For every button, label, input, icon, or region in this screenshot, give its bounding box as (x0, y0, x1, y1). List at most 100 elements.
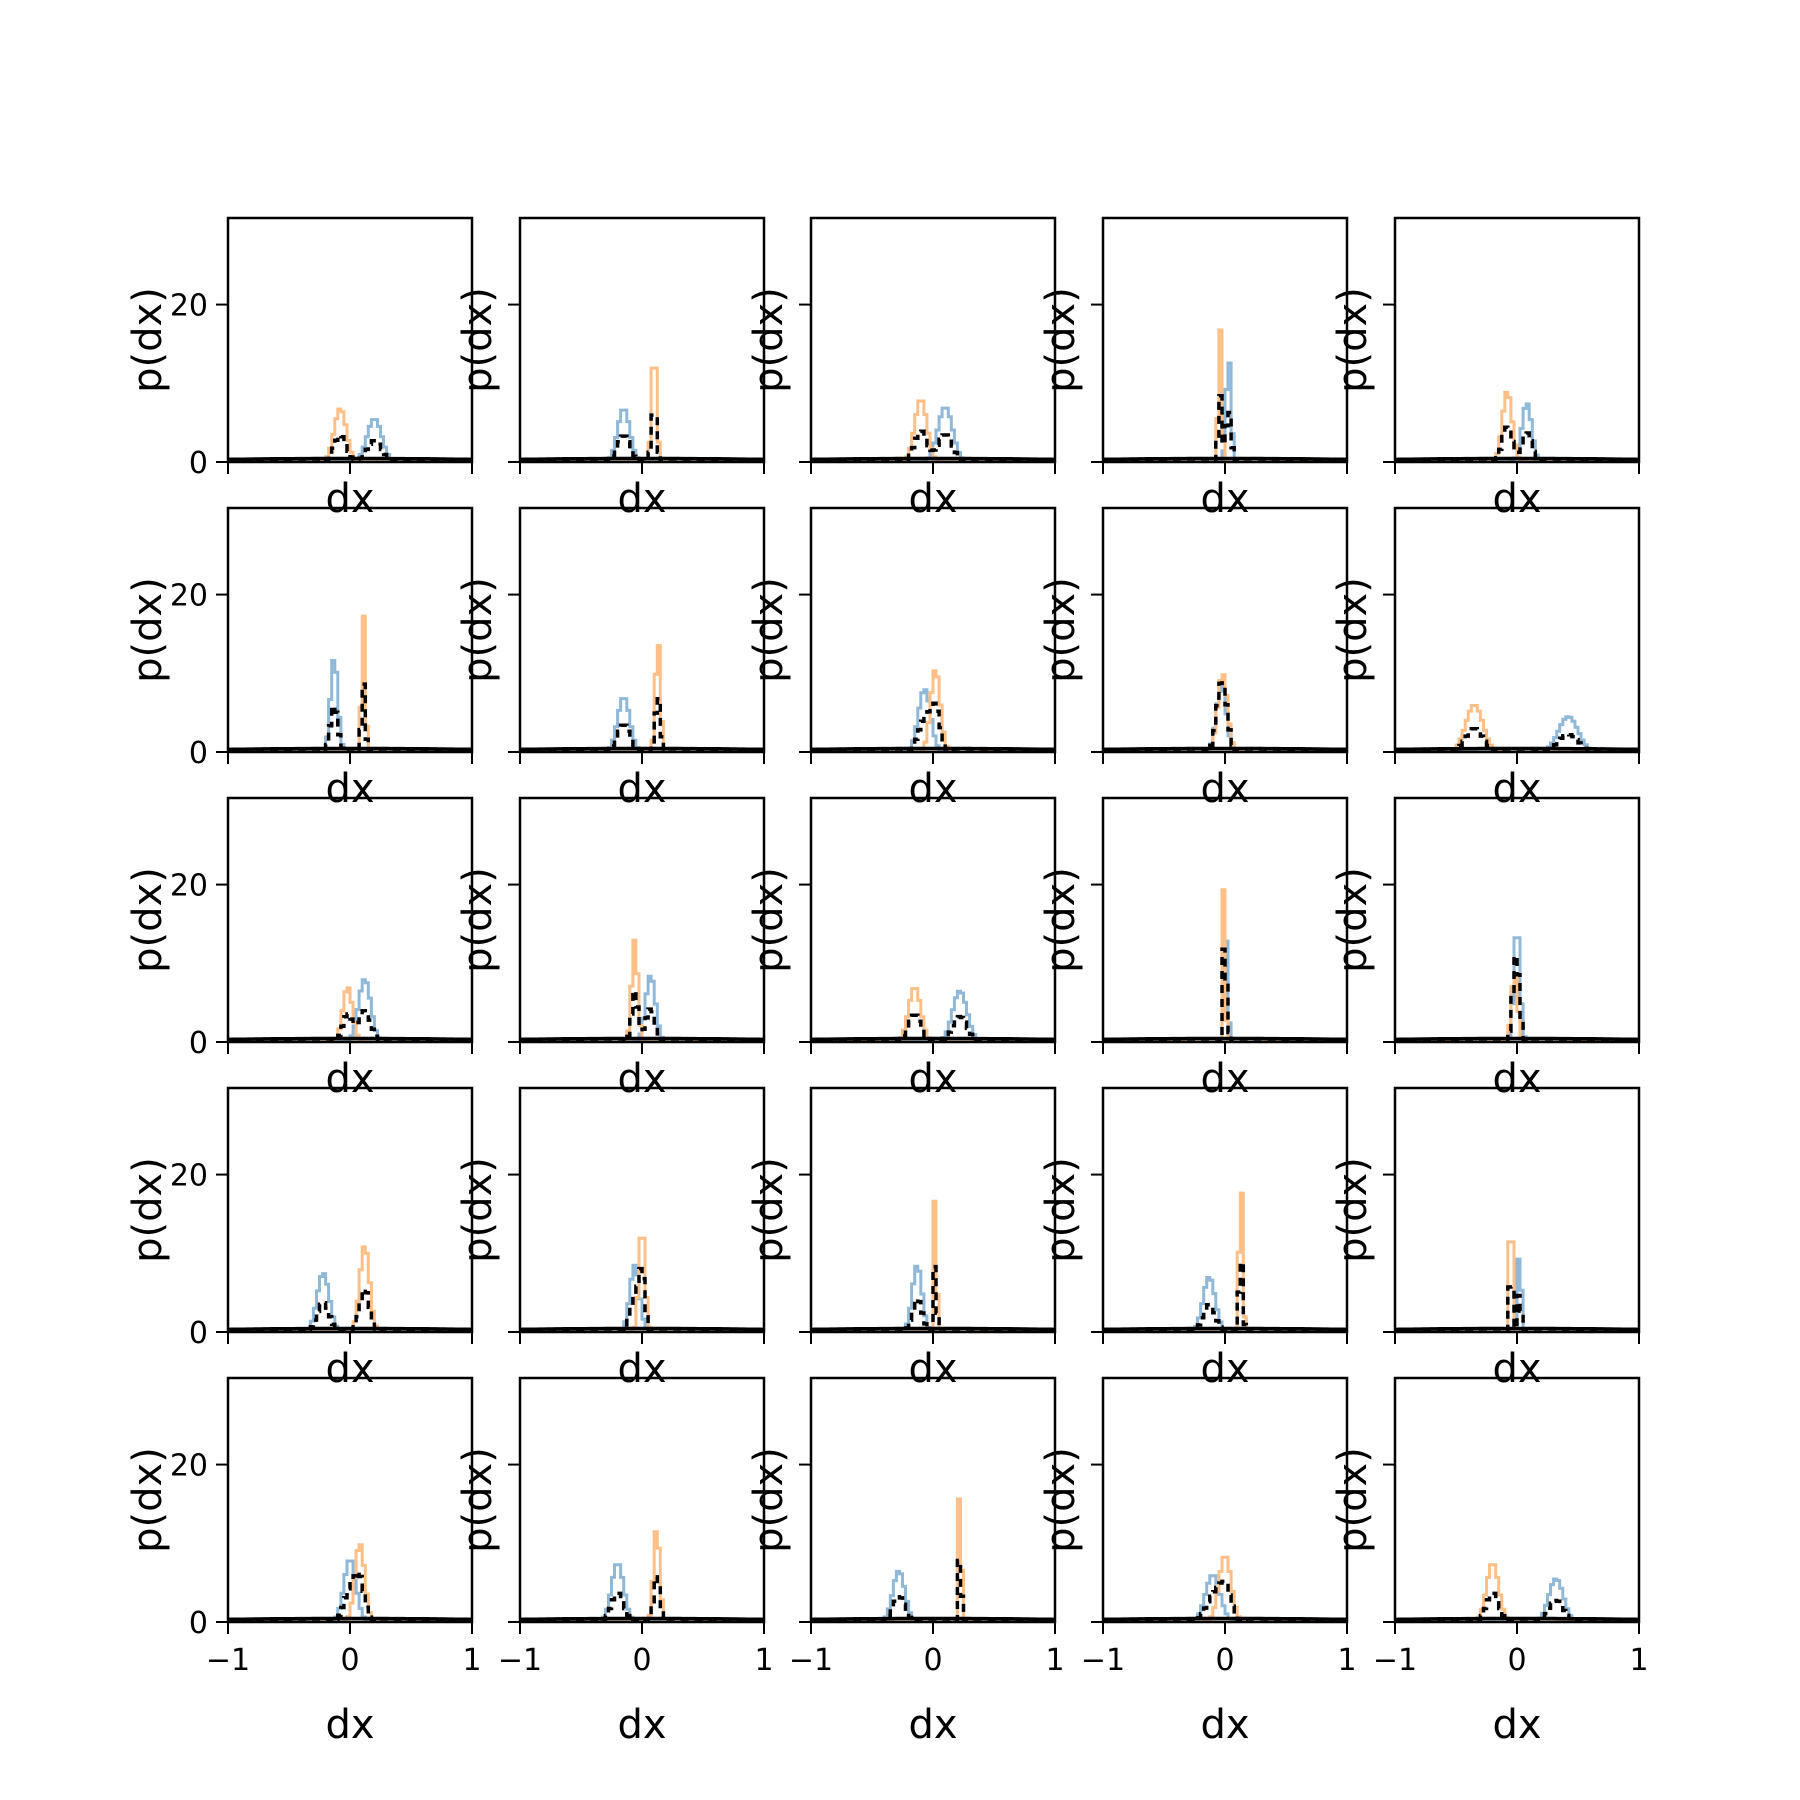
series-orange-histogram (1103, 1191, 1347, 1332)
y-tick-label: 0 (189, 446, 208, 481)
x-axis-label: dx (617, 1056, 666, 1102)
x-axis-label: dx (1492, 766, 1541, 812)
plot-area (1395, 390, 1639, 462)
prior-curve (811, 456, 1055, 462)
subplot-5-4: −1 0 1 dx p(dx) (1038, 1376, 1357, 1748)
x-tick-label: 1 (1337, 1643, 1356, 1678)
prior-curve (520, 1616, 764, 1622)
subplot-2-1: 0 20 dx p(dx) (125, 506, 474, 812)
axes-frame (518, 1376, 766, 1624)
y-tick-label: 20 (170, 579, 208, 614)
subplot-4-3: dx p(dx) (746, 1086, 1057, 1392)
series-blue-histogram (811, 989, 1055, 1042)
series-orange-histogram (1103, 888, 1347, 1042)
series-orange-histogram (520, 1530, 764, 1622)
series-mixture-histogram (228, 1570, 472, 1622)
series-orange-histogram (1395, 972, 1639, 1042)
series-blue-histogram (520, 697, 764, 752)
subplot-1-1: 0 20 dx p(dx) (125, 216, 474, 522)
axes-frame (518, 796, 766, 1044)
y-axis-label: p(dx) (455, 287, 501, 393)
prior-curve (1395, 1616, 1639, 1622)
series-orange-histogram (811, 1497, 1055, 1622)
y-tick-label: 0 (189, 1316, 208, 1351)
axes-frame (226, 216, 474, 464)
series-mixture-histogram (1103, 394, 1347, 462)
x-tick-label: 0 (923, 1643, 942, 1678)
axes-frame (1393, 1376, 1641, 1624)
series-mixture-histogram (520, 1575, 764, 1622)
series-orange-histogram (228, 1245, 472, 1332)
x-axis-label: dx (908, 476, 957, 522)
series-mixture-histogram (1395, 425, 1639, 462)
y-axis-label: p(dx) (455, 577, 501, 683)
x-axis-label: dx (617, 476, 666, 522)
y-axis-label: p(dx) (125, 577, 171, 683)
x-tick-label: −1 (789, 1643, 833, 1678)
prior-curve (228, 746, 472, 752)
series-blue-histogram (811, 688, 1055, 752)
series-orange-histogram (228, 1543, 472, 1622)
axes-frame (518, 216, 766, 464)
subplot-4-2: dx p(dx) (455, 1086, 766, 1392)
series-mixture-histogram (520, 1266, 764, 1332)
x-axis-label: dx (325, 766, 374, 812)
plot-area (228, 1245, 472, 1332)
series-mixture-histogram (228, 1287, 472, 1332)
series-blue-histogram (228, 418, 472, 462)
axes-frame (226, 796, 474, 1044)
x-axis-label: dx (1200, 1056, 1249, 1102)
series-orange-histogram (1103, 1555, 1347, 1622)
subplot-2-2: dx p(dx) (455, 506, 766, 812)
axes-frame (1101, 1376, 1349, 1624)
subplot-3-3: dx p(dx) (746, 796, 1057, 1102)
x-tick-label: 0 (340, 1643, 359, 1678)
prior-curve (1103, 746, 1347, 752)
axes-frame (809, 1376, 1057, 1624)
plot-area (1103, 1555, 1347, 1622)
prior-curve (520, 1326, 764, 1332)
series-blue-histogram (228, 659, 472, 752)
series-orange-histogram (228, 986, 472, 1042)
subplot-3-1: 0 20 dx p(dx) (125, 796, 474, 1102)
x-tick-label: 0 (1507, 1643, 1526, 1678)
series-blue-histogram (1103, 1574, 1347, 1622)
x-tick-label: −1 (1081, 1643, 1125, 1678)
series-mixture-histogram (811, 1264, 1055, 1332)
series-blue-histogram (1103, 1276, 1347, 1332)
subplot-1-5: dx p(dx) (1330, 216, 1641, 522)
series-blue-histogram (1395, 402, 1639, 462)
plot-area (811, 1497, 1055, 1622)
x-tick-label: −1 (1373, 1643, 1417, 1678)
plot-area (1103, 673, 1347, 752)
x-axis-label: dx (325, 1346, 374, 1392)
plot-area (1395, 1563, 1639, 1622)
x-tick-label: 0 (632, 1643, 651, 1678)
plot-area (1103, 328, 1347, 462)
x-tick-label: 1 (1045, 1643, 1064, 1678)
series-blue-histogram (1395, 715, 1639, 752)
series-orange-histogram (1103, 673, 1347, 752)
plot-area (520, 366, 764, 462)
y-axis-label: p(dx) (746, 867, 792, 973)
y-axis-label: p(dx) (1330, 287, 1376, 393)
y-tick-label: 0 (189, 736, 208, 771)
y-tick-label: 20 (170, 1159, 208, 1194)
series-orange-histogram (520, 938, 764, 1042)
prior-curve (520, 456, 764, 462)
series-orange-histogram (811, 987, 1055, 1042)
y-axis-label: p(dx) (125, 287, 171, 393)
y-tick-label: 20 (170, 869, 208, 904)
subplot-4-1: 0 20 dx p(dx) (125, 1086, 474, 1392)
y-axis-label: p(dx) (746, 1447, 792, 1553)
plot-area (1395, 1240, 1639, 1332)
prior-curve (228, 1616, 472, 1622)
plot-area (1395, 704, 1639, 752)
prior-curve (228, 456, 472, 462)
plot-area (1395, 936, 1639, 1042)
series-blue-histogram (520, 1563, 764, 1622)
y-axis-label: p(dx) (746, 287, 792, 393)
series-blue-histogram (1395, 1257, 1639, 1332)
